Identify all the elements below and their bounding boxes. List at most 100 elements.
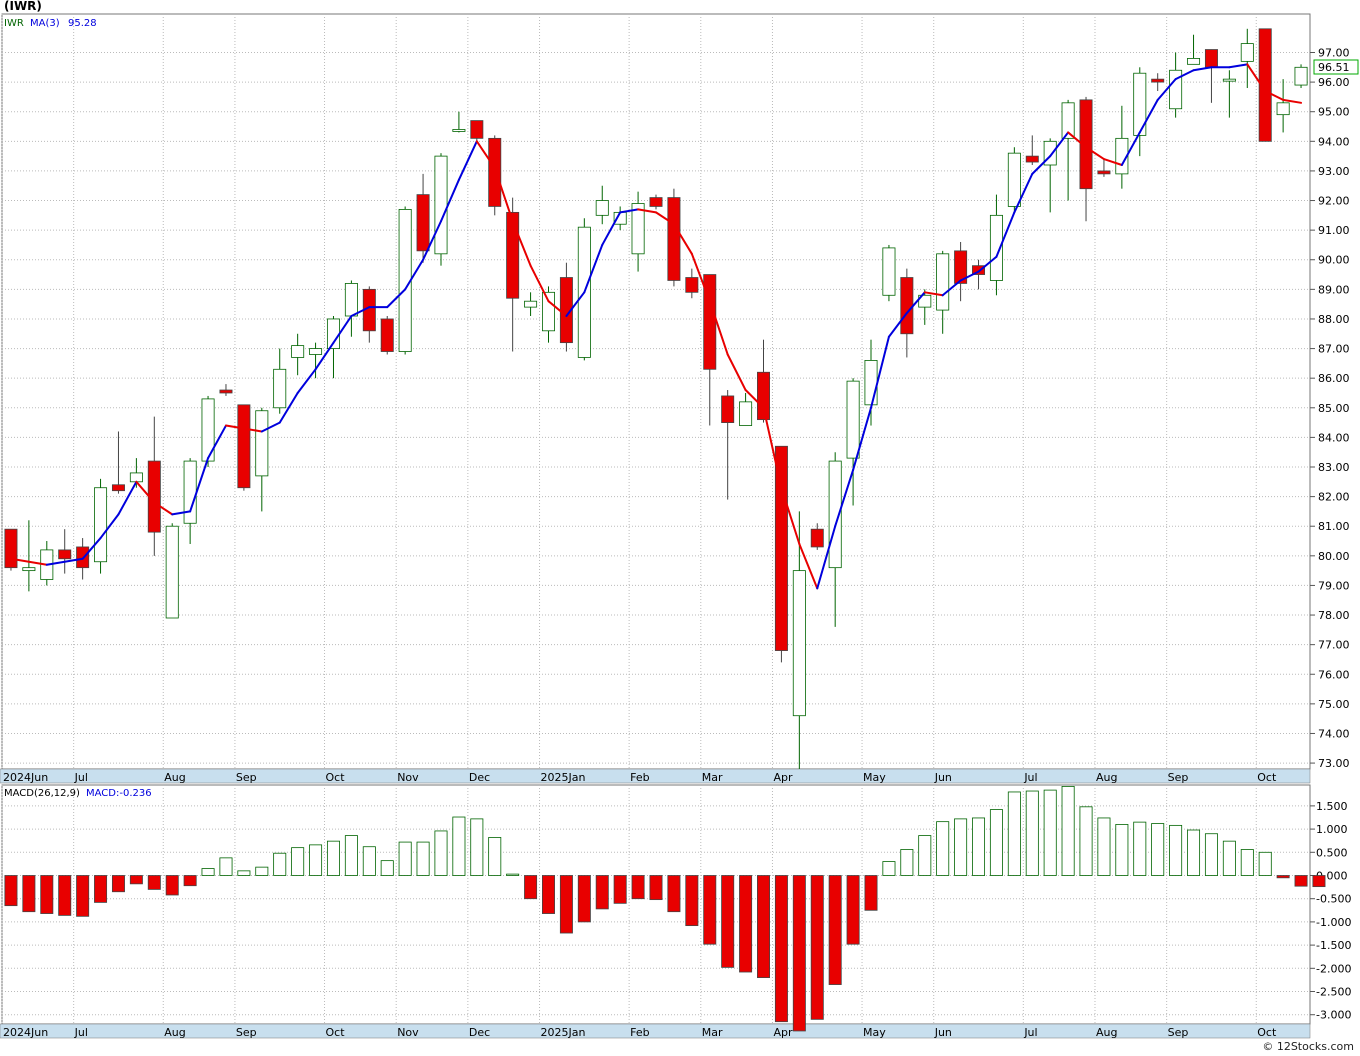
candle-body-down — [1079, 99, 1093, 190]
candle-body-down — [667, 197, 681, 281]
ma-line-segment — [475, 140, 496, 169]
macd-bar-positive — [1115, 824, 1129, 876]
candle-body-up — [129, 472, 143, 483]
ma-line-segment — [1031, 155, 1052, 175]
x-axis-month-label: Jun — [934, 771, 952, 784]
price-y-tick-label: 86.00 — [1318, 372, 1350, 385]
price-y-tick-label: 95.00 — [1318, 106, 1350, 119]
ma-line-segment — [189, 457, 210, 513]
macd-bar-positive — [255, 866, 269, 876]
ma-line-segment — [1246, 63, 1267, 92]
ma-line-segment — [1156, 78, 1177, 101]
ma-line-segment — [1282, 98, 1303, 104]
x-axis-month-label: Oct — [1257, 1026, 1277, 1039]
x-axis-month-label: Dec — [469, 771, 490, 784]
ma-line-segment — [1102, 158, 1123, 166]
candle-body-down — [1204, 49, 1218, 68]
price-y-tick-label: 96.00 — [1318, 76, 1350, 89]
ma-line-segment — [762, 406, 783, 489]
ma-line-segment — [1192, 66, 1213, 72]
macd-bar-negative — [559, 875, 573, 934]
ma-line-segment — [117, 480, 138, 516]
macd-bar-negative — [631, 875, 645, 900]
x-axis-month-label: Jun — [934, 1026, 952, 1039]
ma-line-segment — [726, 353, 747, 392]
ma-line-segment — [386, 288, 407, 309]
price-y-tick-label: 83.00 — [1318, 461, 1350, 474]
macd-bar-negative — [792, 875, 806, 1032]
ma-line-segment — [1138, 98, 1159, 134]
ma-line-segment — [296, 368, 317, 394]
macd-bar-negative — [165, 875, 179, 896]
macd-bar-negative — [667, 875, 681, 913]
candle-body-up — [524, 300, 538, 308]
x-axis-month-label: Jul — [74, 771, 88, 784]
x-axis-month-label: Apr — [773, 1026, 793, 1039]
x-axis-month-label: May — [863, 771, 886, 784]
ma-line-segment — [708, 300, 729, 356]
x-axis-month-label: Sep — [1168, 771, 1189, 784]
x-axis-month-label: Sep — [1168, 1026, 1189, 1039]
price-y-tick-label: 88.00 — [1318, 313, 1350, 326]
price-y-tick-label: 78.00 — [1318, 609, 1350, 622]
macd-x-axis-band — [0, 1023, 1311, 1039]
price-y-tick-label: 73.00 — [1318, 757, 1350, 770]
macd-bar-positive — [1258, 851, 1272, 876]
candle-body-up — [792, 570, 806, 717]
x-axis-month-label: Apr — [773, 771, 793, 784]
macd-bar-negative — [685, 875, 699, 927]
macd-bar-negative — [1294, 875, 1308, 887]
macd-bar-negative — [810, 875, 824, 1020]
macd-bar-negative — [524, 875, 538, 900]
price-y-tick-label: 82.00 — [1318, 491, 1350, 504]
copyright-text: © 12Stocks.com — [1262, 1040, 1354, 1053]
price-y-tick-label: 84.00 — [1318, 431, 1350, 444]
candle-body-up — [255, 410, 269, 477]
ma-line-segment — [959, 270, 980, 282]
price-y-tick-label: 81.00 — [1318, 520, 1350, 533]
macd-bar-positive — [1204, 833, 1218, 876]
ma-line-segment — [45, 560, 66, 566]
candle-body-down — [1097, 170, 1111, 175]
macd-bar-negative — [774, 875, 788, 1023]
price-y-tick-label: 91.00 — [1318, 224, 1350, 237]
candle-body-down — [810, 528, 824, 548]
ma-line-segment — [798, 542, 819, 590]
price-y-tick-label: 77.00 — [1318, 639, 1350, 652]
candle-body-down — [721, 395, 735, 423]
macd-bar-positive — [470, 818, 484, 876]
ma-line-segment — [1013, 172, 1034, 214]
macd-bar-positive — [1240, 849, 1254, 876]
x-axis-month-label: Nov — [397, 1026, 419, 1039]
ma-line-segment — [619, 208, 640, 214]
candle-body-up — [1222, 78, 1236, 82]
macd-bar-positive — [1043, 789, 1057, 876]
macd-bar-positive — [918, 835, 932, 876]
candle-body-up — [828, 460, 842, 569]
ma-line-segment — [224, 424, 245, 430]
candle-body-down — [219, 389, 233, 394]
x-axis-month-label: Aug — [1096, 771, 1117, 784]
x-axis-month-label: Aug — [1096, 1026, 1117, 1039]
macd-y-tick-label: 1.000 — [1316, 823, 1348, 836]
x-axis-month-label: 2025Jan — [541, 771, 586, 784]
ma-line-segment — [350, 306, 371, 317]
candle-body-down — [1151, 78, 1165, 83]
price-y-tick-label: 75.00 — [1318, 698, 1350, 711]
macd-bar-negative — [649, 875, 663, 901]
price-y-tick-label: 80.00 — [1318, 550, 1350, 563]
x-axis-month-label: Jul — [1023, 1026, 1037, 1039]
ma-line-segment — [672, 223, 693, 255]
legend-symbol: IWR — [4, 18, 24, 29]
candle-body-up — [846, 380, 860, 459]
price-panel-frame — [1, 13, 1311, 770]
candle-body-up — [452, 129, 466, 132]
ma-line-segment — [941, 279, 962, 297]
macd-bar-positive — [452, 816, 466, 876]
candle-body-up — [739, 401, 753, 426]
ma-line-segment — [1120, 131, 1141, 166]
price-y-tick-label: 92.00 — [1318, 195, 1350, 208]
ma-line-segment — [1228, 63, 1249, 69]
candle-body-up — [1007, 152, 1021, 207]
macd-y-tick-label: 0.500 — [1316, 846, 1348, 859]
